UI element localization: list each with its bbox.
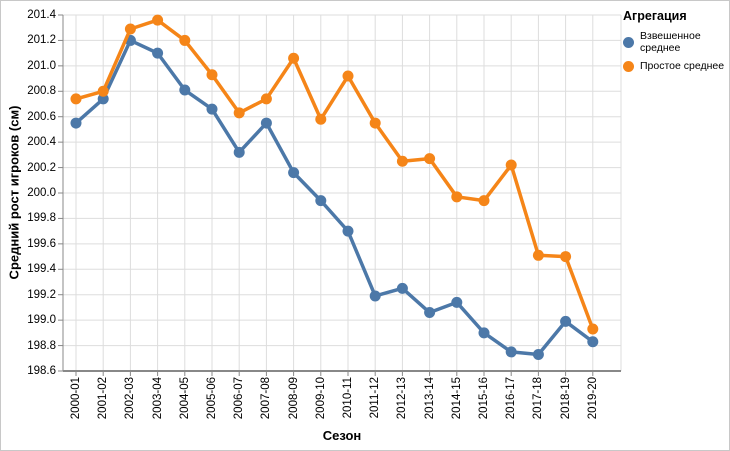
data-point (206, 103, 218, 115)
x-tick-label: 2008-09 (287, 377, 300, 420)
data-point (315, 113, 327, 125)
x-tick-label: 2000-01 (70, 377, 82, 420)
data-point (206, 69, 218, 81)
y-axis-title: Средний рост игроков (см) (6, 105, 22, 280)
y-tick-label: 200.2 (27, 161, 56, 174)
x-tick-label: 2006-07 (233, 377, 246, 420)
y-tick-label: 201.4 (27, 9, 56, 21)
data-point (560, 315, 572, 327)
x-tick-label: 2017-18 (532, 377, 545, 420)
x-tick-label: 2015-16 (478, 377, 490, 420)
y-tick-label: 199.8 (27, 212, 56, 225)
data-point (424, 307, 436, 319)
series-line-0 (74, 38, 595, 357)
data-point (179, 84, 191, 96)
legend-item: Взвешенное среднее (623, 30, 729, 54)
data-point (505, 159, 517, 171)
data-point (369, 117, 381, 129)
data-point (97, 85, 109, 97)
legend-marker-icon (623, 36, 634, 48)
x-tick-label: 2003-04 (151, 377, 164, 420)
data-point (396, 155, 408, 167)
data-point (451, 191, 463, 203)
y-tick-label: 199.2 (27, 288, 56, 301)
x-tick-label: 2012-13 (396, 377, 409, 420)
data-point (369, 290, 381, 302)
data-point (505, 346, 517, 358)
series-line-1 (74, 18, 595, 331)
data-point (288, 167, 300, 179)
data-point (152, 14, 164, 26)
legend-title: Агрегация (623, 9, 687, 23)
data-point (288, 52, 300, 64)
x-tick-label: 2007-08 (260, 377, 273, 420)
data-point (152, 47, 164, 59)
data-point (478, 195, 490, 207)
legend: Агрегация Взвешенное среднее Простое сре… (623, 9, 729, 78)
data-point (70, 93, 82, 105)
y-tick-label: 199.4 (27, 263, 56, 276)
data-point (560, 251, 572, 263)
x-tick-label: 2016-17 (505, 377, 518, 420)
data-point (342, 225, 354, 237)
data-point (342, 70, 354, 82)
data-point (587, 336, 599, 348)
data-point (233, 146, 245, 158)
x-axis-title: Сезон (322, 428, 362, 443)
y-tick-label: 200.6 (27, 110, 56, 123)
x-tick-label: 2009-10 (314, 377, 327, 420)
data-point (396, 282, 408, 294)
x-tick-label: 2004-05 (178, 377, 191, 420)
y-tick-label: 201.0 (27, 59, 56, 72)
data-point (260, 117, 272, 129)
data-point (532, 348, 544, 360)
data-point (315, 195, 327, 207)
x-tick-label: 2014-15 (450, 377, 463, 420)
data-point (424, 153, 436, 165)
y-tick-label: 200.8 (27, 85, 56, 98)
x-tick-label: 2001-02 (97, 377, 110, 420)
data-point (478, 327, 490, 339)
y-tick-label: 198.6 (27, 365, 56, 377)
legend-item-label: Простое среднее (640, 60, 725, 72)
x-tick-label: 2019-20 (586, 377, 599, 420)
data-point (97, 93, 109, 105)
data-point (124, 23, 136, 35)
data-point (451, 296, 463, 308)
legend-marker-icon (623, 60, 634, 72)
data-point (70, 117, 82, 129)
x-tick-label: 2005-06 (206, 377, 218, 420)
x-tick-label: 2002-03 (124, 377, 137, 420)
y-tick-label: 199.6 (27, 237, 56, 250)
data-point (179, 34, 191, 46)
x-tick-label: 2013-14 (423, 377, 436, 420)
y-tick-label: 200.4 (27, 136, 56, 149)
y-tick-label: 200.0 (27, 187, 56, 199)
y-tick-label: 201.2 (27, 34, 56, 47)
y-tick-label: 198.8 (27, 339, 56, 352)
x-tick-label: 2018-19 (559, 377, 572, 420)
data-point (260, 93, 272, 105)
legend-item-label: Взвешенное среднее (640, 30, 701, 54)
data-point (233, 107, 245, 119)
x-tick-label: 2011-12 (369, 377, 382, 419)
data-point (532, 249, 544, 261)
x-tick-label: 2010-11 (342, 377, 354, 419)
legend-item: Простое среднее (623, 60, 729, 72)
y-tick-label: 199.0 (27, 314, 56, 327)
data-point (587, 323, 599, 335)
